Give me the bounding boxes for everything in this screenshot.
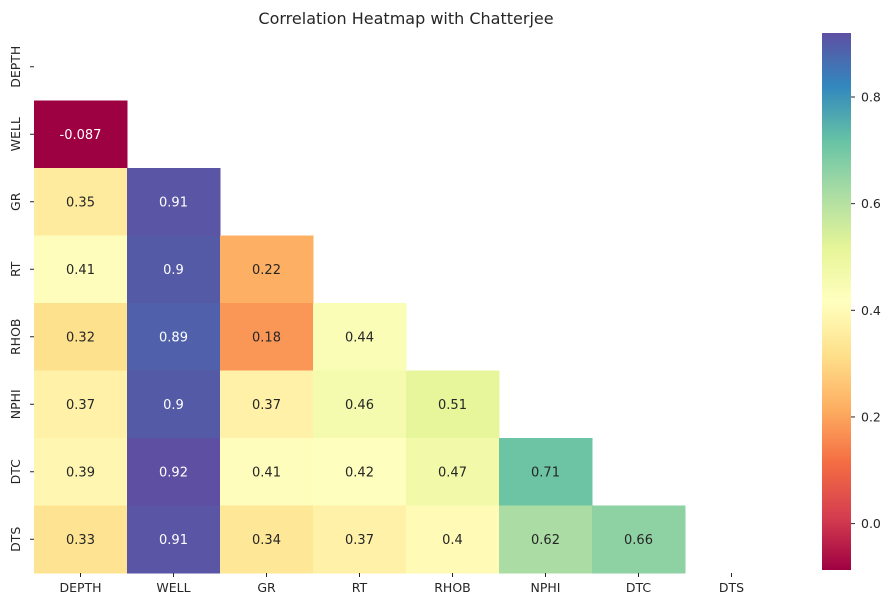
heatmap-cell-dts-nphi: [499, 505, 593, 574]
heatmap-cell-rt-well: [127, 235, 221, 304]
cell-value-label: 0.18: [252, 330, 281, 345]
heatmap-cell-dts-dtc: [592, 505, 686, 574]
cell-value-label: 0.39: [66, 465, 95, 480]
cell-value-label: 0.32: [66, 330, 95, 345]
cell-value-label: 0.37: [345, 533, 374, 548]
cell-value-label: 0.89: [159, 330, 188, 345]
heatmap-cell-dtc-nphi: [499, 438, 593, 506]
heatmap-cell-nphi-rt: [313, 370, 407, 439]
y-axis: DEPTH WELL GR RT RHOB NPHI DTC DTS: [8, 46, 34, 552]
cell-value-label: 0.62: [531, 533, 560, 548]
colorbar-tick-label: 0.2: [861, 409, 881, 424]
x-tick-label: WELL: [156, 580, 190, 595]
heatmap-cell-nphi-rhob: [406, 370, 500, 439]
heatmap-cell-rt-gr: [220, 235, 314, 304]
cell-value-label: 0.44: [345, 330, 374, 345]
heatmap-cell-rhob-well: [127, 303, 221, 371]
heatmap-cell-nphi-depth: [34, 370, 128, 439]
cell-value-label: 0.37: [66, 398, 95, 413]
cell-value-label: 0.9: [163, 263, 184, 278]
colorbar-tick-label: 0.4: [861, 303, 881, 318]
x-tick-label: RHOB: [434, 580, 471, 595]
cell-value-label: 0.33: [66, 533, 95, 548]
chart-title: Correlation Heatmap with Chatterjee: [258, 9, 553, 28]
cell-value-label: 0.9: [163, 398, 184, 413]
heatmap-cell-dtc-well: [127, 438, 221, 506]
cell-value-label: -0.087: [60, 128, 102, 143]
y-tick-label: DTC: [8, 459, 23, 485]
y-tick-label: DTS: [8, 527, 23, 552]
cell-value-label: 0.41: [252, 465, 281, 480]
cell-value-label: 0.34: [252, 533, 281, 548]
x-tick-label: DEPTH: [59, 580, 101, 595]
cell-value-label: 0.66: [624, 533, 653, 548]
heatmap-cell-dts-depth: [34, 505, 128, 574]
cell-value-label: 0.37: [252, 398, 281, 413]
cell-value-label: 0.92: [159, 465, 188, 480]
cell-value-label: 0.42: [345, 465, 374, 480]
cell-value-label: 0.91: [159, 195, 188, 210]
cell-value-label: 0.47: [438, 465, 467, 480]
cell-value-label: 0.71: [531, 465, 560, 480]
colorbar: 0.0 0.2 0.4 0.6 0.8: [822, 33, 881, 570]
heatmap-cell-nphi-gr: [220, 370, 314, 439]
colorbar-gradient: [822, 33, 851, 570]
y-tick-label: GR: [8, 192, 23, 211]
colorbar-tick-label: 0.6: [861, 196, 881, 211]
x-tick-label: DTC: [626, 580, 652, 595]
x-tick-label: GR: [257, 580, 276, 595]
heatmap-cell-dtc-rt: [313, 438, 407, 506]
x-tick-label: DTS: [719, 580, 744, 595]
heatmap-cell-dts-rt: [313, 505, 407, 574]
y-tick-label: WELL: [8, 117, 23, 151]
heatmap-cell-rt-depth: [34, 235, 128, 304]
y-tick-label: DEPTH: [8, 46, 23, 88]
heatmap-cell-dtc-rhob: [406, 438, 500, 506]
x-tick-label: RT: [352, 580, 368, 595]
colorbar-tick-label: 0.8: [861, 89, 881, 104]
heatmap-cell-dtc-gr: [220, 438, 314, 506]
x-axis: DEPTH WELL GR RT RHOB NPHI DTC DTS: [59, 573, 744, 595]
cell-value-label: 0.35: [66, 195, 95, 210]
heatmap-cell-dts-gr: [220, 505, 314, 574]
cell-value-label: 0.41: [66, 263, 95, 278]
cell-value-label: 0.4: [442, 533, 463, 548]
y-tick-label: RHOB: [8, 319, 23, 356]
heatmap-cell-dts-well: [127, 505, 221, 574]
heatmap-cell-dtc-depth: [34, 438, 128, 506]
heatmap-cells: -0.087 0.35 0.91 0.41 0.9 0.22 0.32 0.89 0.18 0.4…: [34, 100, 686, 574]
cell-value-label: 0.91: [159, 533, 188, 548]
y-tick-label: NPHI: [8, 389, 23, 419]
heatmap-cell-nphi-well: [127, 370, 221, 439]
cell-value-label: 0.46: [345, 398, 374, 413]
heatmap-cell-gr-depth: [34, 168, 128, 236]
heatmap-cell-gr-well: [127, 168, 221, 236]
x-tick-label: NPHI: [531, 580, 561, 595]
heatmap-cell-dts-rhob: [406, 505, 500, 574]
cell-value-label: 0.51: [438, 398, 467, 413]
colorbar-tick-label: 0.0: [861, 516, 881, 531]
y-tick-label: RT: [8, 261, 23, 277]
heatmap-cell-well-depth: [34, 100, 128, 169]
heatmap-cell-rhob-rt: [313, 303, 407, 371]
cell-value-label: 0.22: [252, 263, 281, 278]
heatmap-cell-rhob-gr: [220, 303, 314, 371]
heatmap-cell-rhob-depth: [34, 303, 128, 371]
